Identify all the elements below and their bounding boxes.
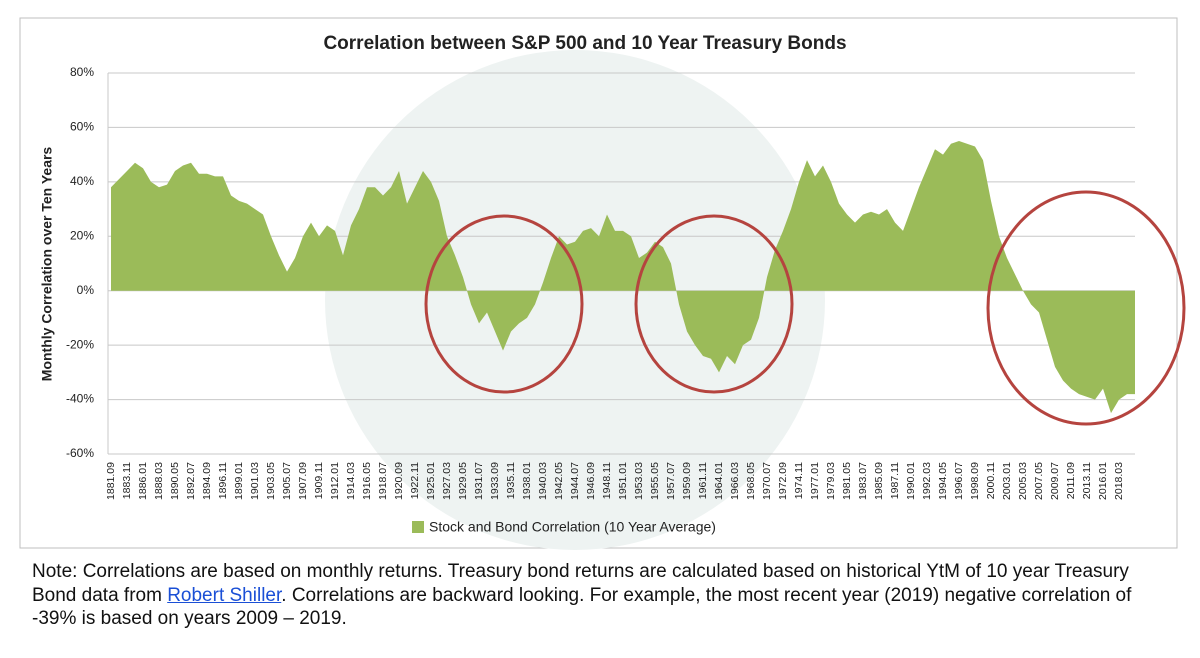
y-tick-label: 20%: [70, 228, 94, 242]
x-tick-label: 2005.03: [1017, 462, 1029, 500]
y-tick-label: 0%: [77, 283, 95, 297]
x-tick-label: 1922.11: [409, 462, 421, 499]
x-tick-label: 1907.09: [297, 462, 309, 500]
chart: -60% -40% -20% 0% 20% 40% 60% 80% 1881.09 1883.11…: [19, 17, 1186, 550]
y-tick-label: 80%: [70, 65, 94, 79]
x-tick-label: 1896.11: [217, 462, 229, 499]
x-tick-label: 1994.05: [937, 462, 949, 500]
x-tick-label: 1935.11: [505, 462, 517, 499]
x-tick-label: 1905.07: [281, 462, 293, 500]
x-tick-label: 1918.07: [377, 462, 389, 500]
x-tick-label: 1970.07: [761, 462, 773, 500]
x-tick-label: 1998.09: [969, 462, 981, 500]
highlight-circle: [634, 214, 794, 394]
x-tick-label: 1890.05: [169, 462, 181, 500]
x-tick-label: 1899.01: [233, 462, 245, 500]
x-tick-label: 1964.01: [713, 462, 725, 500]
x-tick-label: 1903.05: [265, 462, 277, 500]
y-tick-label: -20%: [66, 337, 94, 351]
y-tick-label: 40%: [70, 174, 94, 188]
area: [111, 141, 1135, 414]
x-tick-label: 1983.07: [857, 462, 869, 500]
x-tick-label: 1946.09: [585, 462, 597, 500]
x-tick-label: 1883.11: [121, 462, 133, 499]
x-tick-label: 1909.11: [313, 462, 325, 499]
highlight-circle: [424, 214, 584, 394]
x-tick-label: 1966.03: [729, 462, 741, 500]
x-tick-label: 1944.07: [569, 462, 581, 500]
x-tick-label: 1894.09: [201, 462, 213, 500]
x-tick-label: 1886.01: [137, 462, 149, 500]
x-tick-label: 2018.03: [1113, 462, 1125, 500]
x-tick-label: 1942.05: [553, 462, 565, 500]
x-tick-label: 1938.01: [521, 462, 533, 500]
note-text: Note: Correlations are based on monthly …: [32, 561, 1129, 606]
labels: -60% -40% -20% 0% 20% 40% 60% 80% 1881.09 1883.11…: [66, 65, 1125, 535]
x-tick-label: 1914.03: [345, 462, 357, 500]
legend-label: Stock and Bond Correlation (10 Year Aver…: [429, 519, 716, 535]
x-tick-label: 2013.11: [1081, 462, 1093, 499]
x-tick-label: 1953.03: [633, 462, 645, 500]
x-tick-label: 1968.05: [745, 462, 757, 500]
y-tick-label: 60%: [70, 120, 94, 134]
x-tick-label: 1912.01: [329, 462, 341, 500]
x-tick-label: 1981.05: [841, 462, 853, 500]
x-tick-label: 1990.01: [905, 462, 917, 500]
x-tick-label: 1933.09: [489, 462, 501, 500]
note-link[interactable]: Robert Shiller: [167, 584, 282, 606]
x-tick-label: 2007.05: [1033, 462, 1045, 500]
legend-swatch: [412, 521, 424, 533]
x-tick-label: 1920.09: [393, 462, 405, 500]
x-tick-label: 1972.09: [777, 462, 789, 500]
x-tick-label: 1957.07: [665, 462, 677, 500]
x-tick-label: 2011.09: [1065, 462, 1077, 499]
x-tick-label: 1940.03: [537, 462, 549, 500]
x-tick-label: 1892.07: [185, 462, 197, 500]
marks: [111, 141, 1135, 414]
x-tick-label: 1951.01: [617, 462, 629, 500]
y-tick-label: -40%: [66, 392, 94, 406]
x-tick-label: 1916.05: [361, 462, 373, 500]
x-tick-label: 1987.11: [889, 462, 901, 499]
x-tick-label: 2009.07: [1049, 462, 1061, 500]
x-tick-label: 1925.01: [425, 462, 437, 500]
x-tick-label: 1948.11: [601, 462, 613, 499]
note-text: . Correlations are backward looking. For…: [32, 584, 1132, 630]
x-tick-label: 1931.07: [473, 462, 485, 500]
x-tick-label: 1927.03: [441, 462, 453, 500]
note: Note: Correlations are based on monthly …: [32, 560, 1172, 631]
x-tick-label: 2003.01: [1001, 462, 1013, 500]
x-tick-label: 1961.11: [697, 462, 709, 499]
x-tick-label: 1974.11: [793, 462, 805, 499]
x-tick-label: 1955.05: [649, 462, 661, 500]
chart-title: Correlation between S&P 500 and 10 Year …: [323, 33, 846, 54]
y-tick-label: -60%: [66, 446, 94, 460]
x-tick-label: 1992.03: [921, 462, 933, 500]
x-tick-label: 1901.03: [249, 462, 261, 500]
x-tick-label: 2000.11: [985, 462, 997, 499]
y-axis-label: Monthly Correlation over Ten Years: [39, 147, 55, 382]
x-tick-label: 1979.03: [825, 462, 837, 500]
x-tick-label: 1929.05: [457, 462, 469, 500]
x-tick-label: 2016.01: [1097, 462, 1109, 500]
highlight-circle: [986, 190, 1186, 426]
x-tick-label: 1977.01: [809, 462, 821, 500]
x-tick-label: 1888.03: [153, 462, 165, 500]
x-tick-label: 1985.09: [873, 462, 885, 500]
watermark: [325, 50, 825, 550]
x-tick-label: 1881.09: [105, 462, 117, 500]
x-tick-label: 1996.07: [953, 462, 965, 500]
x-tick-label: 1959.09: [681, 462, 693, 500]
